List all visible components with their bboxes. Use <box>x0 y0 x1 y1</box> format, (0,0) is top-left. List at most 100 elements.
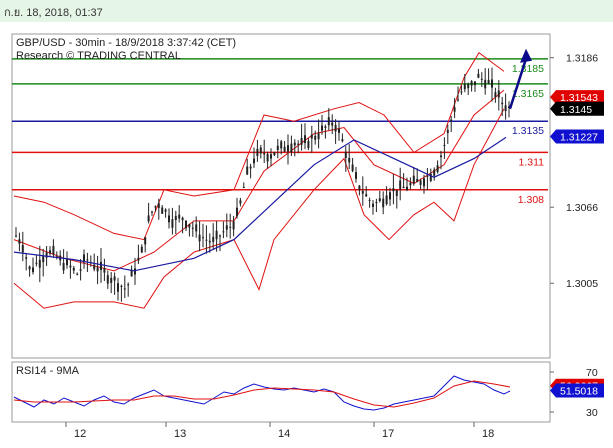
candle-body <box>446 129 449 133</box>
candle-body <box>392 188 395 192</box>
candle-body <box>389 192 391 200</box>
candle-body <box>86 259 89 261</box>
candle-body <box>76 273 79 275</box>
candle-body <box>365 194 368 197</box>
candle-body <box>25 257 28 259</box>
x-tick-label-1: 13 <box>174 428 186 440</box>
candle-body <box>79 269 82 271</box>
candle-body <box>205 239 208 241</box>
level-label-3: 1.311 <box>519 156 545 168</box>
rsi-tick-label-1: 30 <box>586 407 598 419</box>
candle-body <box>453 107 456 112</box>
chart-area: 1.3185 1.3165 1.3135 1.311 1.308 GBP/USD - 3… <box>11 33 604 440</box>
candle-body <box>416 178 419 183</box>
candle-body <box>49 250 51 254</box>
candle-body <box>256 148 259 156</box>
candle-body <box>457 99 459 101</box>
rsi-tags: 56.266751.5018 <box>550 378 604 398</box>
time-axis: 12 13 14 17 18 <box>12 421 550 440</box>
candle-body <box>300 138 303 145</box>
candle-body <box>83 254 85 263</box>
candle-body <box>338 128 340 133</box>
candle-body <box>144 237 147 245</box>
candle-body <box>38 259 41 268</box>
candle-body <box>501 102 504 105</box>
candle-body <box>232 221 235 230</box>
y-tick-label-0: 1.3186 <box>566 53 598 65</box>
candle-body <box>385 195 388 205</box>
candle-body <box>443 144 446 146</box>
candle-body <box>470 81 473 86</box>
candle-body <box>426 175 429 177</box>
candle-body <box>259 147 262 154</box>
candle-body <box>412 175 415 184</box>
level-label-0: 1.3185 <box>512 63 544 75</box>
candle-body <box>18 239 21 244</box>
candle-body <box>212 236 215 242</box>
candle-body <box>368 199 371 201</box>
candle-body <box>297 143 300 145</box>
candle-body <box>344 151 347 159</box>
candle-body <box>283 146 286 152</box>
candle-body <box>474 81 476 86</box>
candle-body <box>280 141 283 149</box>
candle-body <box>480 78 483 80</box>
candle-body <box>406 186 408 191</box>
candle-body <box>222 231 225 233</box>
candle-body <box>440 155 442 158</box>
level-label-4: 1.308 <box>518 194 544 206</box>
candle-body <box>154 206 157 208</box>
candle-body <box>334 124 337 132</box>
candle-body <box>174 215 177 221</box>
candle-body <box>127 284 130 286</box>
candle-body <box>120 285 123 287</box>
candle-body <box>242 187 245 189</box>
candle-body <box>409 182 412 186</box>
candle-body <box>181 217 184 221</box>
candle-body <box>178 214 181 219</box>
candle-body <box>100 261 102 270</box>
rsi-series-0 <box>13 375 511 411</box>
x-tick-label-2: 14 <box>278 428 290 440</box>
candle-body <box>419 180 422 185</box>
candle-body <box>72 267 75 271</box>
candle-body <box>372 203 374 207</box>
candle-body <box>324 126 327 128</box>
candle-body <box>307 140 310 149</box>
bollinger-lower-line <box>13 108 505 309</box>
candle-body <box>157 203 160 208</box>
price-tag-0 <box>550 90 604 105</box>
candle-body <box>15 235 17 237</box>
candle-body <box>253 158 255 164</box>
level-label-2: 1.3135 <box>512 125 544 137</box>
candle-body <box>130 269 133 277</box>
candle-body <box>287 145 289 152</box>
candle-body <box>508 106 510 108</box>
candle-body <box>266 154 269 162</box>
candle-body <box>304 135 306 144</box>
candle-body <box>290 143 293 152</box>
candle-body <box>497 90 500 98</box>
candle-body <box>436 165 439 173</box>
candle-body <box>229 226 232 228</box>
price-tag-2 <box>550 129 604 144</box>
candle-body <box>93 264 96 270</box>
candle-body <box>321 125 323 131</box>
candle-body <box>208 240 211 243</box>
candle-body <box>110 277 113 283</box>
candle-body <box>134 268 136 275</box>
candle-body <box>147 215 150 222</box>
header-bar: ก.ย. 18, 2018, 01:37 <box>0 0 613 22</box>
candle-body <box>161 207 164 214</box>
rsi-tick-label-0: 70 <box>586 367 598 379</box>
candle-body <box>263 153 266 155</box>
candle-body <box>96 267 99 272</box>
candle-body <box>137 257 140 261</box>
candle-body <box>358 185 361 191</box>
price-axis: 1.3186 1.3066 1.3005 <box>550 53 598 290</box>
candle-body <box>239 200 242 204</box>
candle-body <box>42 255 45 263</box>
candle-body <box>171 219 174 228</box>
candle-body <box>327 117 330 126</box>
rsi-axis: 70 30 <box>550 367 598 419</box>
